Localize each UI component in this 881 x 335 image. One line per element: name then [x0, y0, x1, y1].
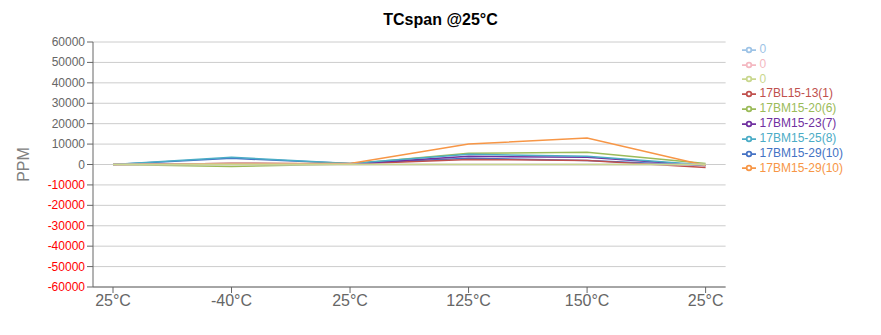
html-text:17BM15-25(8): 17BM15-25(8) — [759, 131, 837, 145]
svg-text:20000: 20000 — [52, 117, 86, 131]
svg-text:-40000: -40000 — [48, 239, 86, 253]
html-text:17BM15-20(6): 17BM15-20(6) — [759, 101, 837, 116]
svg-text:-30000: -30000 — [48, 219, 86, 233]
html-text:17BL15-13(1): 17BL15-13(1) — [759, 86, 833, 101]
svg-text:60000: 60000 — [52, 35, 86, 49]
html-text:TCspan @25°C: TCspan @25°C — [383, 11, 498, 28]
svg-text:25°C: 25°C — [332, 292, 368, 309]
svg-text:-40°C: -40°C — [211, 292, 252, 309]
html-text:17BM15-23(7): 17BM15-23(7) — [759, 116, 837, 131]
html-text:0: 0 — [759, 56, 767, 71]
svg-text:25°C: 25°C — [688, 292, 724, 309]
svg-text:-50000: -50000 — [48, 260, 86, 274]
html-text:0: 0 — [759, 71, 767, 86]
svg-text:30000: 30000 — [52, 96, 86, 110]
svg-text:0: 0 — [78, 158, 85, 172]
svg-text:10000: 10000 — [52, 137, 86, 151]
svg-text:-10000: -10000 — [48, 178, 86, 192]
svg-text:PPM: PPM — [15, 147, 32, 182]
html-text:17BM15-29(10): 17BM15-29(10) — [759, 145, 843, 160]
html-text:0: 0 — [759, 42, 767, 56]
svg-text:125°C: 125°C — [446, 292, 491, 309]
svg-text:25°C: 25°C — [95, 292, 131, 309]
svg-text:-20000: -20000 — [48, 198, 86, 212]
svg-text:150°C: 150°C — [565, 292, 610, 309]
svg-text:-60000: -60000 — [48, 280, 86, 294]
svg-text:40000: 40000 — [52, 76, 86, 90]
svg-text:50000: 50000 — [52, 55, 86, 69]
html-text:17BM15-29(10): 17BM15-29(10) — [759, 160, 843, 175]
